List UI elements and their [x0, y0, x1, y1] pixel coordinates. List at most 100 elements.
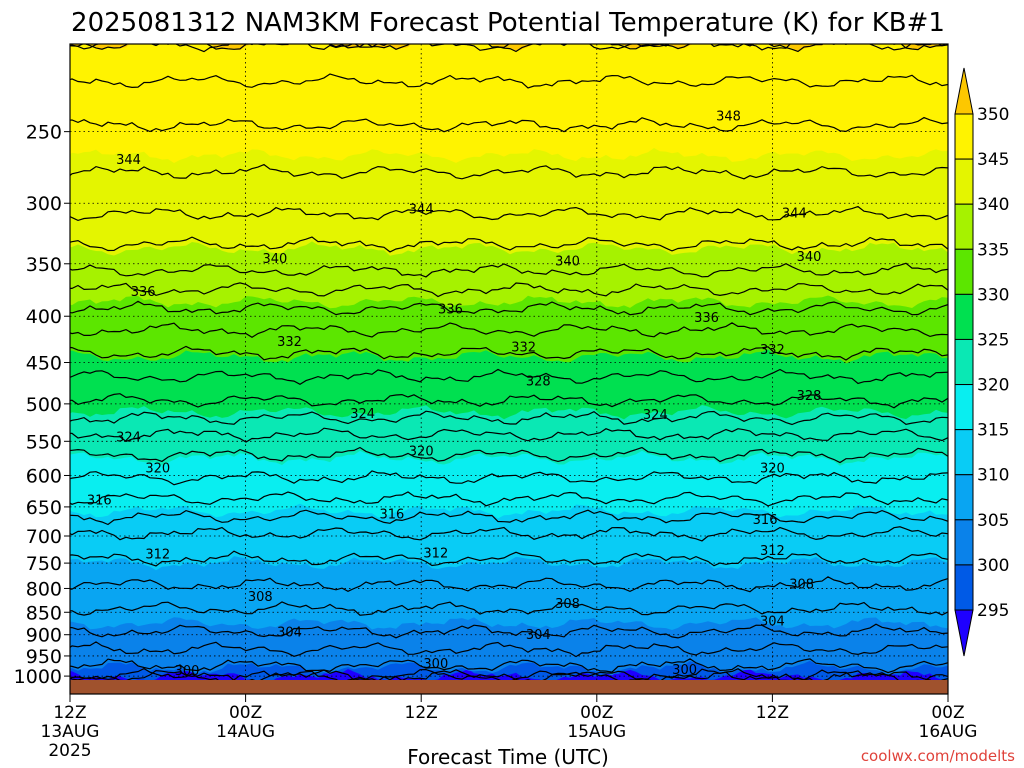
contour-line-348 [70, 73, 948, 89]
contour-line-298 [70, 667, 948, 680]
y-tick-label-750: 750 [26, 553, 62, 575]
contour-label-31: 304 [526, 628, 551, 643]
contour-line-326 [70, 393, 948, 409]
contour-label-32: 304 [760, 614, 785, 629]
colorbar-label-325: 325 [977, 330, 1009, 350]
y-axis: 2503003504004505005506006507007508008509… [14, 122, 70, 688]
y-tick-label-400: 400 [26, 306, 62, 328]
credit-text: coolwx.com/modelts [861, 747, 1015, 765]
contour-label-1: 344 [116, 153, 141, 168]
colorbar-label-305: 305 [977, 511, 1009, 531]
contour-line-344 [70, 163, 948, 180]
colorbar-label-345: 345 [977, 150, 1009, 170]
colorbar-box-315 [954, 384, 974, 431]
y-tick-label-550: 550 [26, 431, 62, 453]
band-fill-above-350 [70, 44, 947, 52]
y-tick-label-1000: 1000 [14, 666, 62, 688]
colorbar-label-315: 315 [977, 421, 1009, 441]
y-tick-label-800: 800 [26, 578, 62, 600]
band-fill-above-345 [70, 44, 948, 163]
y-tick-label-600: 600 [26, 465, 62, 487]
contour-line-300 [70, 658, 948, 674]
contour-label-8: 336 [438, 302, 463, 317]
colorbar-box-335 [954, 203, 974, 250]
colorbar-box-320 [954, 338, 974, 386]
contour-label-34: 300 [423, 657, 448, 672]
contour-line-302 [70, 641, 948, 658]
colorbar-box-345 [954, 113, 974, 160]
colorbar-label-340: 340 [977, 195, 1009, 215]
colorbar-box-295 [954, 564, 974, 611]
contour-line-342 [70, 205, 948, 222]
contour-label-30: 304 [277, 626, 302, 641]
contour-label-6: 340 [797, 250, 822, 265]
contour-line-340 [70, 236, 948, 253]
contour-label-28: 308 [555, 597, 580, 612]
ground-strip [70, 680, 948, 694]
colorbar-extend-high [954, 67, 974, 115]
contour-label-18: 320 [145, 462, 170, 477]
x-tick-label-0: 12Z [53, 703, 86, 723]
contour-label-24: 312 [145, 548, 170, 563]
y-tick-label-500: 500 [26, 394, 62, 416]
contour-label-23: 316 [753, 513, 778, 528]
colorbar-box-300 [954, 519, 974, 566]
y-tick-label-350: 350 [26, 254, 62, 276]
x-tick-label-36: 00Z [580, 703, 613, 723]
contour-line-306 [70, 601, 948, 616]
x-axis-label: Forecast Time (UTC) [407, 745, 609, 768]
colorbar-label-350: 350 [977, 105, 1009, 125]
contour-line-310 [70, 550, 948, 567]
colorbar-box-325 [954, 293, 974, 340]
colorbar-box-330 [954, 248, 974, 295]
x-tick-date-12: 14AUG [216, 722, 275, 742]
contour-line-336 [70, 282, 948, 298]
contour-line-316 [70, 491, 948, 507]
contour-label-15: 324 [350, 407, 375, 422]
y-tick-label-300: 300 [26, 193, 62, 215]
colorbar-label-300: 300 [977, 556, 1009, 576]
contour-line-346 [70, 116, 948, 133]
contour-line-312 [70, 526, 948, 542]
contour-line-322 [70, 427, 948, 443]
colorbar: 350 345 340 335 330 325 320 315 310 305 300 295 [954, 67, 1009, 657]
x-tick-label-60: 00Z [931, 703, 964, 723]
x-tick-date-36: 15AUG [567, 722, 626, 742]
contour-label-4: 340 [262, 252, 287, 267]
colorbar-label-335: 335 [977, 240, 1009, 260]
y-tick-label-900: 900 [26, 625, 62, 647]
contour-label-27: 308 [248, 590, 273, 605]
contour-label-20: 320 [760, 462, 785, 477]
contour-label-33: 300 [175, 664, 200, 679]
contour-line-304 [70, 623, 948, 639]
x-tick-date-0: 13AUG [41, 722, 100, 742]
plot-fills [70, 44, 948, 680]
plot-frame [69, 43, 949, 695]
contour-line-332 [70, 322, 948, 339]
x-tick-date-60: 16AUG [919, 722, 978, 742]
contour-label-2: 344 [409, 202, 434, 217]
y-tick-label-250: 250 [26, 122, 62, 144]
y-tick-label-650: 650 [26, 497, 62, 519]
contour-labels: 348 344 344 344 340 340 340 336 336 336 332 332 332 3… [87, 110, 822, 680]
plot-contours [70, 44, 948, 680]
contour-label-22: 316 [380, 507, 405, 522]
contour-label-14: 328 [797, 389, 822, 404]
contour-label-10: 332 [277, 335, 302, 350]
contour-label-16: 324 [116, 430, 141, 445]
contour-label-13: 328 [526, 374, 551, 389]
contour-line-308 [70, 576, 948, 593]
y-tick-label-700: 700 [26, 526, 62, 548]
x-tick-label-12: 00Z [229, 703, 262, 723]
contour-line-324 [70, 410, 948, 426]
colorbar-label-330: 330 [977, 285, 1009, 305]
contour-label-21: 316 [87, 494, 112, 509]
contour-label-3: 344 [782, 206, 807, 221]
x-tick-year-0: 2025 [48, 741, 91, 761]
contour-line-334 [70, 300, 948, 316]
contour-line-328 [70, 368, 948, 385]
colorbar-box-305 [954, 474, 974, 521]
colorbar-box-340 [954, 158, 974, 205]
